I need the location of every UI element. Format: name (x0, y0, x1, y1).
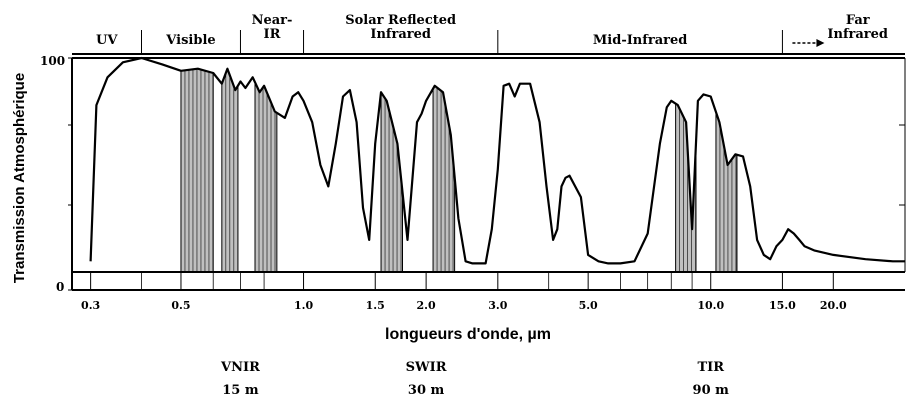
region-label-line: IR (264, 27, 281, 42)
x-tick-label: 1.5 (366, 299, 385, 312)
transmission-curve (89, 56, 905, 265)
transmission-curve-layer (89, 56, 905, 265)
sensor-bands-layer (180, 58, 738, 272)
region-label-line: Solar Reflected (345, 13, 456, 28)
x-axis-label: longueurs d'onde, µm (385, 326, 551, 343)
region-label-line: Visible (165, 33, 215, 48)
sensor-band (254, 58, 278, 272)
x-tick-label: 10.0 (697, 299, 724, 312)
sensor-name: VNIR (220, 360, 260, 375)
y-tick-label-bottom: 0 (56, 280, 64, 294)
axes-layer (68, 57, 906, 291)
region-label: Mid-Infrared (593, 33, 687, 48)
y-tick-label-top: 100 (40, 54, 65, 68)
region-label: Far Infrared (827, 13, 888, 42)
y-axis-label: Transmission Atmosphérique (11, 73, 28, 283)
sensor-resolution: 90 m (693, 383, 730, 398)
sensor-band (675, 58, 697, 272)
sensor-band (432, 58, 456, 272)
x-ticks-layer: 0.3 0.5 1.0 1.5 2.0 3.0 5.0 10.0 15.0 20.0 (81, 272, 847, 312)
bands-group (180, 58, 738, 272)
far-ir-arrowhead (816, 39, 825, 47)
x-tick-label: 3.0 (488, 299, 507, 312)
region-label-line: Near- (252, 13, 293, 28)
sensor-band (715, 58, 738, 272)
x-tick-label: 0.3 (81, 299, 100, 312)
sensor-name: SWIR (406, 360, 447, 375)
sensor-labels-layer: VNIR 15 m SWIR 30 m TIR 90 m (220, 360, 729, 398)
region-label: Visible (165, 33, 215, 48)
region-label-line: UV (96, 33, 118, 48)
region-label-line: Infrared (827, 27, 888, 42)
sensor-resolution: 15 m (222, 383, 259, 398)
x-tick-label: 20.0 (820, 299, 847, 312)
region-label-line: Infrared (370, 27, 431, 42)
region-label-line: Mid-Infrared (593, 33, 687, 48)
x-tick-label: 0.5 (171, 299, 190, 312)
region-label: UV (96, 33, 118, 48)
sensor-resolution: 30 m (408, 383, 445, 398)
region-label: Near-IR (252, 13, 293, 42)
region-label: Solar Reflected Infrared (345, 13, 456, 42)
region-label-line: Far (846, 13, 870, 28)
x-tick-label: 15.0 (769, 299, 796, 312)
sensor-name: TIR (697, 360, 724, 375)
x-tick-label: 5.0 (579, 299, 598, 312)
x-tick-label: 2.0 (417, 299, 436, 312)
x-tick-label: 1.0 (294, 299, 313, 312)
